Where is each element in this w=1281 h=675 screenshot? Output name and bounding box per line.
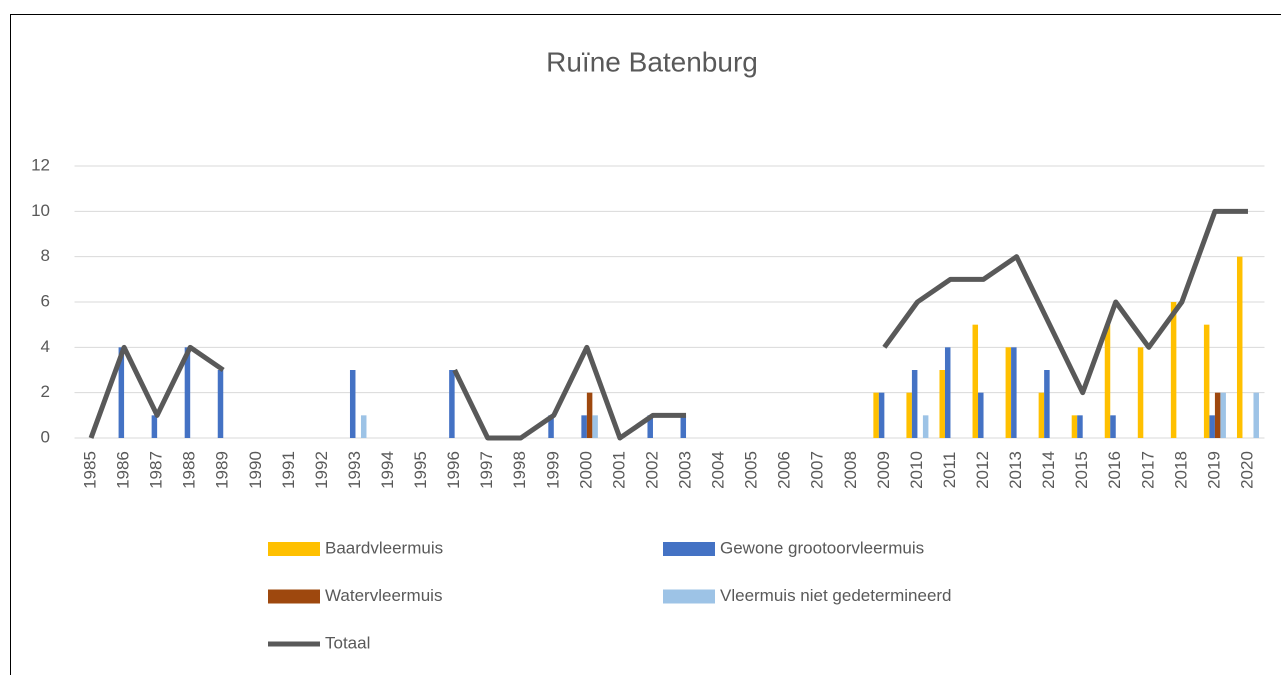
x-tick-label: 1992 [312,451,331,489]
x-tick-label: 2010 [907,451,926,489]
chart-title: Ruïne Batenburg [546,46,758,77]
x-tick-label: 1993 [345,451,364,489]
bar [1071,415,1078,438]
legend-label: Totaal [325,633,370,652]
x-tick-label: 1996 [444,451,463,489]
x-tick-label: 1991 [279,451,298,489]
bar [360,415,367,438]
bar [922,415,929,438]
x-tick-label: 1988 [180,451,199,489]
line [88,208,1248,441]
x-tick-label: 1986 [114,451,133,489]
bar [118,347,125,438]
y-tick-label: 0 [41,427,50,446]
x-tick-label: 2017 [1138,451,1157,489]
y-tick-label: 10 [31,201,50,220]
x-tick-label: 1987 [147,451,166,489]
x-tick-label: 1989 [213,451,232,489]
bar [1011,347,1017,438]
x-tick-label: 2008 [841,451,860,489]
bar [911,370,918,438]
bar [151,415,158,438]
x-tick-label: 2014 [1039,451,1058,489]
legend-swatch [663,589,715,604]
legend-label: Vleermuis niet gedetermineerd [720,586,952,605]
x-tick-label: 1990 [246,451,265,489]
x-tick-label: 2006 [775,451,794,489]
x-tick-label: 2003 [676,451,695,489]
bar [1104,324,1111,438]
bar [972,324,979,438]
x-tick-label: 2004 [709,451,728,489]
bar [873,392,879,438]
y-tick-label: 2 [41,382,50,401]
x-tick-label: 2001 [609,451,628,489]
bar [1044,370,1050,438]
bar [647,415,653,438]
x-tick-label: 2007 [808,451,827,489]
chart-frame [10,14,1281,675]
x-tick-label: 2005 [742,451,761,489]
bar [1005,347,1012,438]
bar [1220,392,1226,438]
x-tick-label: 2015 [1072,451,1091,489]
x-tick-label: 1998 [510,451,529,489]
legend-swatch [663,542,715,556]
bar [1077,415,1083,438]
x-tick-label: 1997 [477,451,496,489]
x-tick-label: 2009 [874,451,893,489]
x-tick-label: 2012 [973,451,992,489]
x-tick-label: 2019 [1204,451,1223,489]
x-tick-label: 1999 [543,451,562,489]
bar [581,415,587,438]
x-tick-label: 2013 [1006,451,1025,489]
legend-label: Baardvleermuis [325,538,443,557]
legend-swatch [268,589,320,604]
bar [349,370,356,438]
bar [1137,347,1144,438]
x-tick-label: 2000 [576,451,595,489]
x-tick-label: 1995 [411,451,430,489]
bar [1214,392,1221,438]
y-tick-label: 4 [41,337,50,356]
legend-swatch [268,542,320,556]
bar [184,347,191,438]
x-tick-label: 2011 [940,452,959,489]
bar [1253,392,1259,438]
bar [1236,256,1243,438]
bar [586,392,593,438]
x-tick-label: 2020 [1237,451,1256,489]
bar [1170,302,1177,438]
bar [449,370,455,438]
bar [944,347,951,438]
bar [878,392,885,438]
y-tick-label: 12 [31,155,50,174]
x-tick-label: 2018 [1171,451,1190,489]
bar [1038,392,1045,438]
bar [548,415,554,438]
bar [680,415,687,438]
bar [1209,415,1215,438]
y-tick-label: 6 [41,291,50,310]
bar [217,370,224,438]
x-tick-label: 2002 [642,451,661,489]
bar [939,370,945,438]
bar [978,392,984,438]
bar [1110,415,1116,438]
bar [592,415,598,438]
y-tick-label: 8 [41,246,50,265]
legend-label: Gewone grootoorvleermuis [720,538,924,557]
legend-label: Watervleermuis [325,586,442,605]
bar [1203,324,1210,438]
bar [906,392,912,438]
x-tick-label: 1994 [378,451,397,489]
x-tick-label: 1985 [81,451,100,489]
x-tick-label: 2016 [1105,451,1124,489]
